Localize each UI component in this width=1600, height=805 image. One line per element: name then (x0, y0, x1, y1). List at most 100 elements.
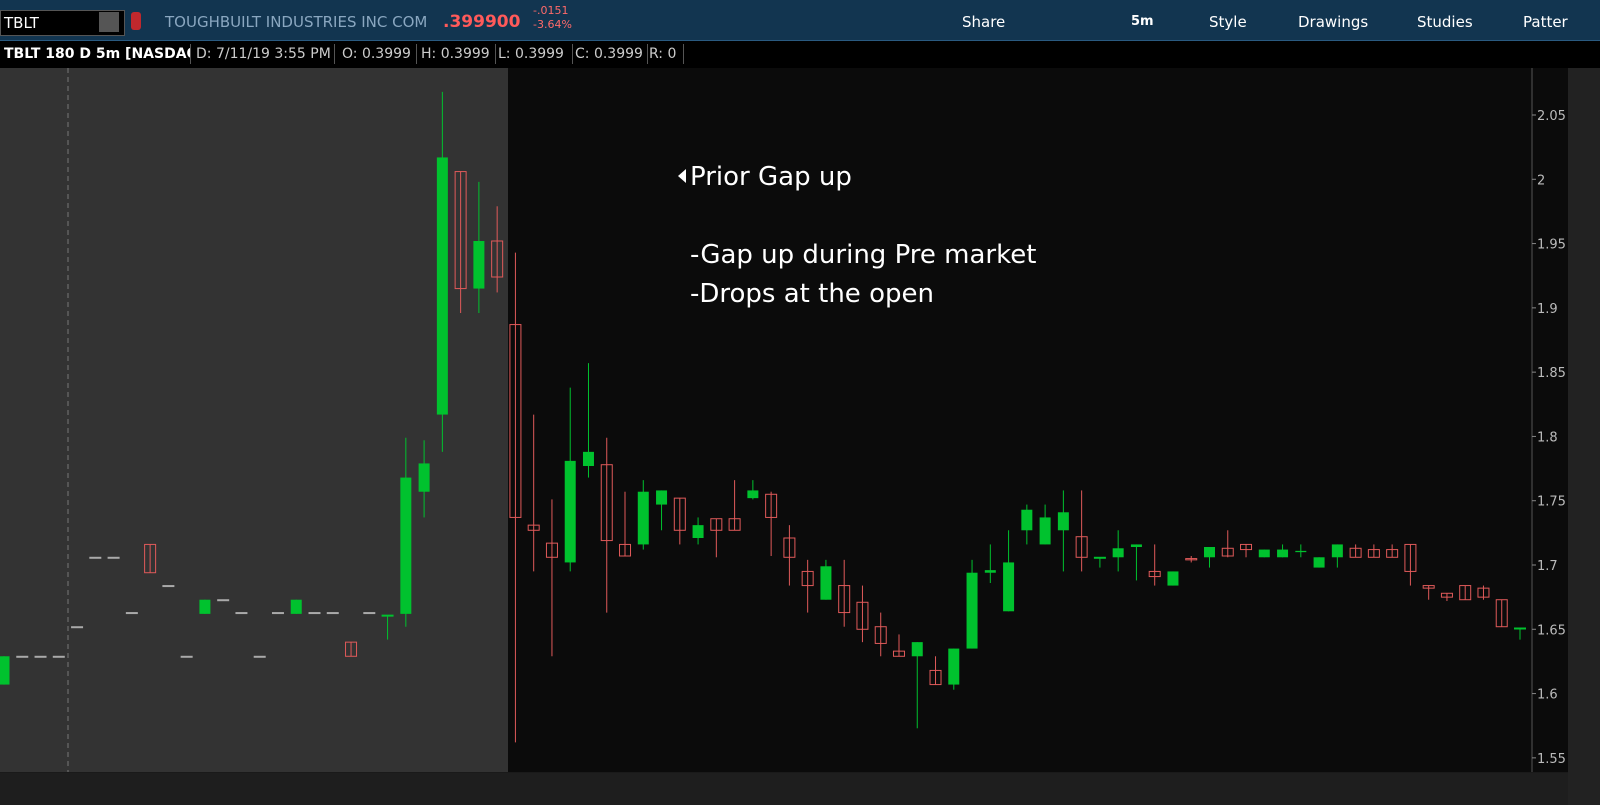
candle-body (783, 537, 796, 558)
y-tick-label: 1.75 (1537, 495, 1566, 510)
candle-body (34, 655, 47, 658)
annotation: -Gap up during Pre market (690, 240, 1036, 270)
info-field: D: 7/11/19 3:55 PM (192, 44, 335, 64)
y-tick-label: 1.95 (1537, 238, 1566, 253)
candle-body (874, 626, 887, 644)
candle-body (765, 493, 778, 518)
info-field: C: 0.3999 (571, 44, 648, 64)
button[interactable]: Studies (1417, 13, 1473, 31)
annotation-arrow (678, 169, 686, 183)
candle-body (1240, 543, 1253, 551)
candle-body (710, 518, 723, 531)
candle-body (235, 612, 248, 615)
candle-body (1075, 536, 1088, 558)
candle-body (966, 572, 978, 649)
bottom-strip (0, 773, 1568, 805)
info-field: L: 0.3999 (494, 44, 573, 64)
candle-body (144, 543, 157, 574)
candle-body (1404, 543, 1417, 572)
candle-body (16, 655, 29, 658)
candle-body (400, 477, 412, 614)
candle-body (1130, 544, 1142, 547)
candle-body (545, 542, 558, 558)
candle-body (948, 648, 960, 685)
candle-body (1295, 550, 1307, 553)
candle-body (1167, 571, 1179, 586)
candle-body (984, 570, 996, 573)
candle-body (1093, 556, 1106, 559)
candle-body (473, 241, 485, 289)
candle-body (1112, 548, 1124, 558)
candle-body (856, 601, 869, 630)
side-strip (1568, 68, 1600, 805)
company: TOUGHBUILT INDUSTRIES INC COM (165, 13, 428, 31)
y-tick-label: 1.65 (1537, 623, 1566, 638)
candle-body (929, 669, 942, 686)
button[interactable]: Share (962, 13, 1006, 31)
dropdown[interactable] (99, 12, 119, 32)
candle-body (363, 612, 376, 615)
candle-body (381, 614, 394, 617)
y-tick-label: 1.9 (1537, 302, 1558, 317)
candle-body (89, 556, 102, 559)
y-tick-label: 1.6 (1537, 688, 1558, 703)
candle-body (600, 464, 613, 542)
candle-body (1039, 517, 1051, 545)
candle-body (1349, 547, 1362, 558)
candle-body (199, 599, 211, 614)
candle-body (1514, 627, 1526, 630)
candle-body (180, 655, 193, 658)
info-field: H: 0.3999 (417, 44, 496, 64)
candle-body (52, 655, 65, 658)
candle-body (0, 656, 10, 685)
candle-body (1386, 549, 1399, 558)
candle-body (619, 543, 632, 557)
candle-body (162, 585, 175, 588)
candle-body (509, 324, 522, 518)
candle-body (637, 491, 649, 545)
candle-body (673, 497, 686, 531)
y-tick-label: 1.7 (1537, 559, 1558, 574)
toolbar: TBLT TOUGHBUILT INDUSTRIES INC COM .3999… (0, 0, 1600, 41)
button[interactable]: Style (1209, 13, 1247, 31)
y-tick-label: 2.05 (1537, 109, 1566, 124)
candle-body (692, 525, 704, 538)
button[interactable]: Patter (1523, 13, 1568, 31)
candle-body (1003, 562, 1015, 612)
candle-body (253, 655, 266, 658)
candle-body (271, 612, 284, 615)
candle-body (1313, 557, 1325, 568)
alert-icon (131, 12, 141, 30)
candle-body (217, 599, 230, 602)
candle-body (1422, 585, 1435, 589)
candle-body (582, 451, 594, 466)
change: -.0151 (533, 4, 569, 17)
candle-body (892, 650, 905, 657)
button[interactable]: 5m (1131, 14, 1154, 29)
info-field: R: 0 (645, 44, 684, 64)
candle-body (1185, 558, 1198, 561)
candle-body (125, 612, 138, 615)
candle-body (747, 490, 759, 499)
y-tick-label: 2 (1537, 173, 1545, 188)
candle-body (1331, 544, 1343, 558)
last-price: .399900 (443, 12, 521, 32)
candle-body (564, 460, 576, 563)
candle-body (527, 524, 540, 531)
candle-body (838, 585, 851, 614)
candle-body (290, 599, 302, 614)
y-axis-bg (1532, 68, 1568, 772)
info-field: O: 0.3999 (338, 44, 417, 64)
y-tick-label: 1.8 (1537, 430, 1558, 445)
candle-body (911, 642, 923, 657)
chart: Prior Gap up -Gap up during Pre market -… (0, 68, 1600, 805)
candle-body (820, 566, 832, 600)
candle-body (1258, 549, 1270, 558)
candle-body (656, 490, 668, 505)
candle-body (1459, 585, 1472, 601)
candle-body (1203, 547, 1215, 558)
premarket-bg (0, 68, 508, 772)
button[interactable]: Drawings (1298, 13, 1369, 31)
candle-body (1477, 587, 1490, 598)
